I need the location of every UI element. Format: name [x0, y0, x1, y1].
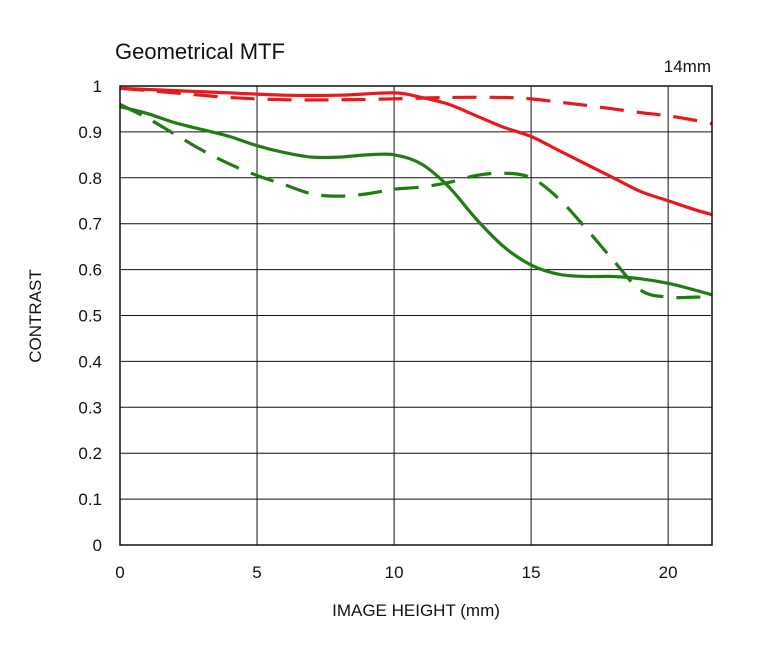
series-line-red-dashed	[119, 86, 713, 126]
series-lines	[119, 86, 713, 300]
y-axis-label: CONTRAST	[26, 269, 45, 363]
x-tick-label: 10	[385, 563, 404, 582]
y-tick-label: 0.5	[78, 307, 102, 326]
y-tick-label: 0.1	[78, 490, 102, 509]
y-tick-label: 0.7	[78, 215, 102, 234]
series-line-green-dashed	[119, 102, 712, 300]
y-tick-label: 0	[93, 536, 102, 555]
y-tick-label: 0.9	[78, 123, 102, 142]
x-tick-label: 20	[659, 563, 678, 582]
plot-frame	[119, 85, 713, 546]
series-line-green-solid	[119, 105, 713, 297]
y-tick-labels: 0 0.1 0.2 0.3 0.4 0.5 0.6 0.7 0.8 0.9 1	[78, 77, 102, 555]
y-tick-label: 1	[93, 77, 102, 96]
x-tick-label: 15	[522, 563, 541, 582]
y-tick-label: 0.2	[78, 444, 102, 463]
chart-title: Geometrical MTF	[115, 39, 285, 64]
y-tick-label: 0.4	[78, 352, 102, 371]
x-tick-label: 0	[115, 563, 124, 582]
focal-length-label: 14mm	[664, 57, 711, 76]
x-tick-labels: 0 5 10 15 20	[115, 563, 677, 582]
y-tick-label: 0.6	[78, 261, 102, 280]
y-tick-label: 0.3	[78, 398, 102, 417]
x-tick-label: 5	[252, 563, 261, 582]
series-line-red-solid	[119, 86, 713, 217]
x-axis-label: IMAGE HEIGHT (mm)	[332, 601, 500, 620]
y-tick-label: 0.8	[78, 169, 102, 188]
grid	[119, 85, 712, 546]
